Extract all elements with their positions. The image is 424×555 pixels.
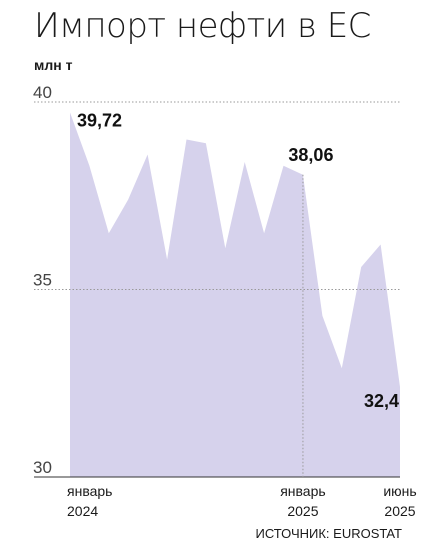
area-series [70, 112, 400, 477]
data-label: 32,4 [364, 391, 399, 411]
x-tick-label: июнь [383, 483, 416, 499]
data-label: 38,06 [288, 145, 333, 165]
y-tick-label: 35 [33, 271, 52, 290]
x-tick-label: 2025 [287, 503, 318, 519]
y-tick-label: 30 [33, 458, 52, 477]
x-tick-label: 2025 [384, 503, 415, 519]
unit-label: млн т [34, 57, 73, 73]
x-tick-label: январь [280, 483, 325, 499]
x-tick-label: 2024 [67, 503, 98, 519]
page-title: Импорт нефти в ЕС [34, 6, 371, 46]
x-tick-label: январь [67, 483, 112, 499]
source-note: ИСТОЧНИК: EUROSTAT [255, 526, 402, 541]
data-label: 39,72 [77, 111, 122, 131]
y-tick-label: 40 [33, 83, 52, 102]
